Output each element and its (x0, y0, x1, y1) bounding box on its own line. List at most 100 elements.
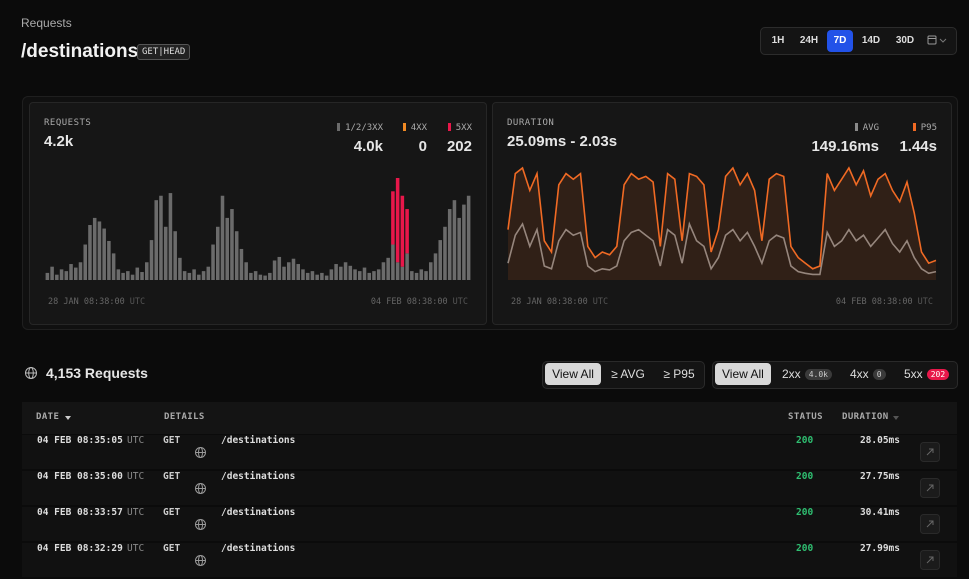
bar-segment (343, 262, 348, 280)
bar-segment (83, 244, 87, 280)
row-duration: 27.99ms (859, 543, 900, 554)
open-link-button[interactable] (920, 442, 940, 462)
chart-plot: 28 JAN 08:38:00 UTC UTC 04 FEB 08:38:00 (45, 178, 471, 307)
column-header: DURATION (842, 412, 889, 422)
bar-segment (173, 231, 177, 280)
bar-segment (69, 264, 73, 280)
row-timezone: UTC (127, 435, 145, 446)
timezone-label: UTC (130, 297, 145, 307)
bar-segment (381, 262, 386, 280)
legend-label: 4XX (410, 123, 427, 133)
row-timezone: UTC (127, 507, 145, 518)
time-range-button[interactable]: 30D (895, 35, 915, 46)
x-end-label: 04 FEB 08:38:00 (836, 297, 913, 307)
time-range-group: 1H 24H 7D 14D 30D (760, 27, 957, 55)
bar-segment (386, 257, 390, 280)
time-range-button[interactable]: 1H (771, 35, 785, 46)
status-filter[interactable]: 5xx 202 (897, 363, 956, 385)
bar-segment (145, 262, 149, 280)
globe-icon (195, 555, 206, 566)
column-header: DATE (36, 412, 60, 422)
status-count-badge: 0 (872, 369, 886, 380)
bar-segment (197, 274, 201, 280)
bar-segment (414, 272, 419, 280)
chart-title: REQUESTS (44, 118, 92, 128)
bar-segment (216, 226, 220, 280)
bar-segment (258, 274, 263, 280)
bar-segment (64, 271, 69, 280)
duration-filter[interactable]: ≥ AVG (611, 367, 645, 381)
status-filter[interactable]: 2xx 4.0k (775, 363, 839, 385)
bar-segment (59, 269, 64, 280)
bar-segment (410, 271, 414, 280)
legend-entry: AVG 149.16ms (811, 117, 879, 155)
bar-segment (135, 267, 140, 280)
bar-segment (339, 266, 343, 280)
bar-segment (353, 269, 357, 280)
bar-segment (149, 240, 154, 280)
row-duration: 30.41ms (859, 507, 900, 518)
sort-icon[interactable] (892, 414, 900, 422)
table-row[interactable]: 04 FEB 08:35:00 UTC GET/destinations 200 27.… (22, 471, 957, 505)
status-filter-label: 2xx (782, 367, 801, 381)
calendar-icon[interactable] (927, 35, 949, 47)
bar-segment (329, 269, 334, 280)
table-header: DATE DETAILS STATUS DURATION (22, 402, 957, 434)
x-end-label: 04 FEB 08:38:00 (371, 297, 448, 307)
legend-swatch (912, 123, 916, 131)
table-row[interactable]: 04 FEB 08:32:29 UTC GET/destinations 200 27.… (22, 543, 957, 577)
bar-segment (324, 275, 329, 280)
bar-segment (348, 265, 353, 280)
bar-segment (78, 262, 83, 280)
bar-segment (220, 195, 225, 280)
bar-segment (192, 269, 196, 280)
bar-segment (391, 191, 395, 245)
legend-label: AVG (862, 123, 879, 133)
timezone-label: UTC (918, 297, 933, 307)
status-filter[interactable]: View All (715, 363, 771, 385)
bar-segment (268, 272, 272, 280)
table-row[interactable]: 04 FEB 08:35:05 UTC GET/destinations 200 28.… (22, 435, 957, 469)
bar-segment (419, 269, 424, 280)
chart-total: 25.09ms - 2.03s (507, 133, 618, 150)
bar-segment (391, 244, 395, 280)
legend-entry: P95 1.44s (899, 117, 937, 155)
row-timezone: UTC (127, 471, 145, 482)
bar-segment (102, 228, 106, 280)
bar-segment (367, 272, 371, 280)
column-header: DETAILS (164, 412, 205, 422)
bar-segment (358, 271, 362, 280)
duration-filter[interactable]: ≥ P95 (663, 367, 695, 381)
duration-filter[interactable]: View All (545, 363, 601, 385)
bar-segment (249, 272, 253, 280)
table-row[interactable]: 04 FEB 08:33:57 UTC GET/destinations 200 30.… (22, 507, 957, 541)
time-range-button[interactable]: 7D (827, 30, 853, 52)
open-link-button[interactable] (920, 550, 940, 570)
row-status: 200 (796, 471, 814, 482)
sort-icon[interactable] (64, 414, 72, 422)
method-badge: GET|HEAD (137, 44, 191, 60)
status-filter-label: 5xx (904, 367, 923, 381)
open-link-button[interactable] (920, 514, 940, 534)
chart-plot: 28 JAN 08:38:00 UTC UTC 04 FEB 08:38:00 (507, 166, 937, 307)
bar-segment (263, 275, 267, 280)
open-link-button[interactable] (920, 478, 940, 498)
legend-entry: 4XX 0 (402, 117, 427, 155)
bar-segment (126, 271, 130, 280)
requests-panel: REQUESTS 4.2k 5XX 202 4XX 0 1/2/3XX 4.0k 28 JAN … (29, 102, 487, 325)
globe-icon (195, 483, 206, 494)
legend-label: 1/2/3XX (345, 123, 383, 133)
status-filter[interactable]: 4xx 0 (843, 363, 893, 385)
time-range-button[interactable]: 14D (861, 35, 881, 46)
bar-segment (111, 253, 116, 280)
status-count-badge: 202 (926, 369, 950, 380)
time-range-button[interactable]: 24H (799, 35, 819, 46)
bar-segment (433, 253, 438, 280)
legend-entry: 5XX 202 (447, 117, 472, 155)
row-method: GET (163, 471, 181, 482)
area-fill (508, 168, 936, 280)
bar-segment (395, 262, 400, 280)
bar-segment (182, 271, 187, 280)
row-duration: 28.05ms (859, 435, 900, 446)
